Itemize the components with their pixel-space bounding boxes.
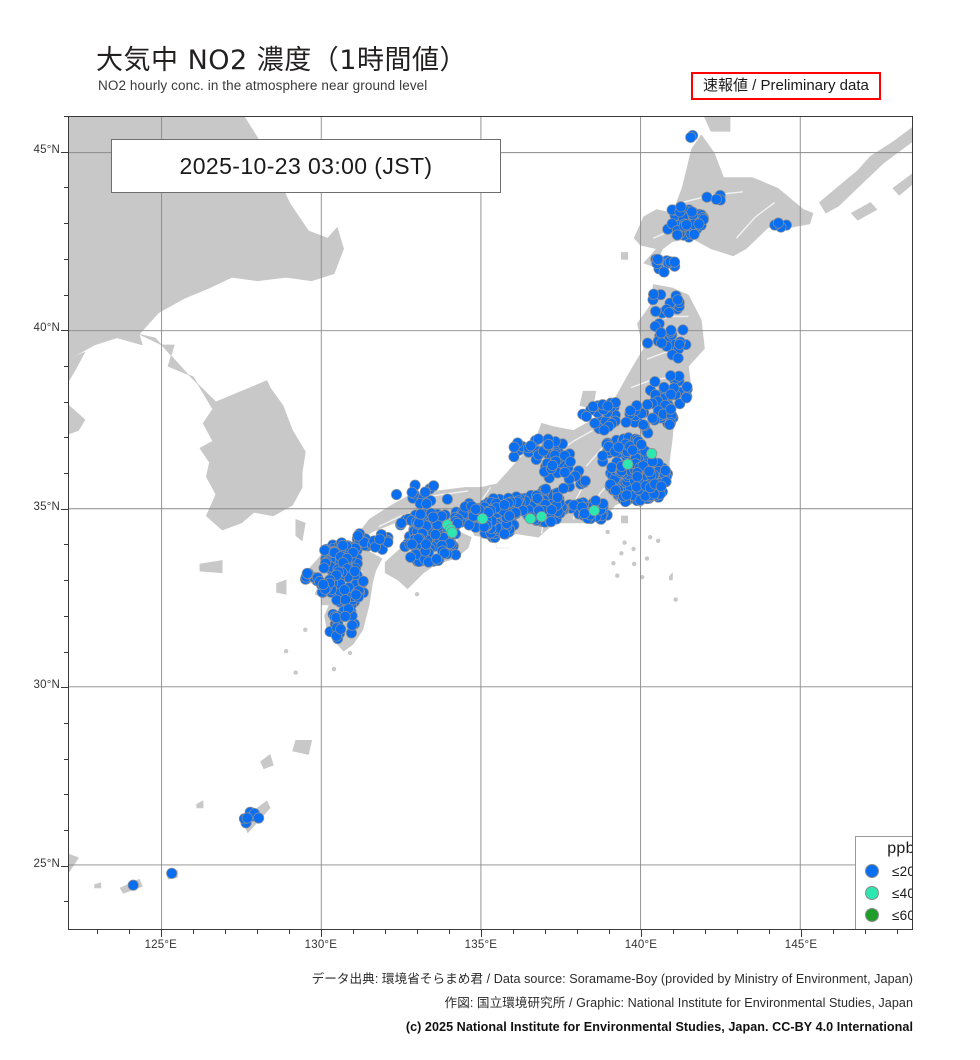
y-axis-minor-tick-33 (64, 580, 68, 582)
x-axis-minor-tick-137 (544, 930, 546, 934)
y-axis-tick-40: 40°N (33, 322, 60, 335)
legend-panel: ppb ≤20 ≤40 ≤60 ≤100 ≤200 ≤500 (855, 836, 913, 931)
legend-swatch-40-icon (865, 886, 879, 900)
legend-item-40[interactable]: ≤40 (856, 882, 913, 904)
x-axis-minor-tick-123 (96, 930, 98, 934)
y-axis-tickmark-35 (61, 508, 68, 510)
footer-data-source: データ出典: 環境省そらまめ君 / Data source: Soramame-… (311, 972, 913, 986)
y-axis-minor-tick-42 (64, 258, 68, 260)
y-axis-tick-30: 30°N (33, 679, 60, 692)
x-axis-tick-140: 140°E (624, 939, 658, 951)
y-axis-tickmark-25 (61, 865, 68, 867)
y-axis-minor-tick-39 (64, 365, 68, 367)
x-axis-tickmark-140 (640, 930, 642, 937)
x-axis-minor-tick-148 (897, 930, 898, 934)
x-axis-minor-tick-126 (192, 930, 194, 934)
footer-graphic-credit: 作図: 国立環境研究所 / Graphic: National Institut… (444, 996, 913, 1010)
x-axis-minor-tick-136 (512, 930, 514, 934)
map-plot-area[interactable]: 2025-10-23 03:00 (JST) ppb ≤20 ≤40 ≤60 ≤… (68, 116, 913, 930)
x-axis-minor-tick-146 (833, 930, 834, 934)
y-axis-minor-tick-27 (64, 794, 68, 796)
y-axis-minor-tick-28 (64, 758, 68, 760)
x-axis-tick-125: 125°E (144, 939, 178, 951)
x-axis-minor-tick-132 (384, 930, 386, 934)
x-axis-minor-tick-138 (576, 930, 578, 934)
y-axis-minor-tick-46 (64, 116, 68, 117)
legend-title: ppb (887, 840, 913, 857)
x-axis-minor-tick-147 (865, 930, 866, 934)
page-title: 大気中 NO2 濃度（1時間値） (96, 45, 467, 76)
y-axis-minor-tick-38 (64, 401, 68, 403)
legend-item-60[interactable]: ≤60 (856, 904, 913, 926)
y-axis-tickmark-40 (61, 330, 68, 332)
x-axis-minor-tick-141 (672, 930, 674, 934)
y-axis-tickmark-45 (61, 151, 68, 153)
preliminary-data-badge: 速報値 / Preliminary data (691, 72, 881, 101)
page-subtitle: NO2 hourly conc. in the atmosphere near … (98, 78, 428, 93)
y-axis-minor-tick-44 (64, 187, 68, 189)
x-axis-minor-tick-142 (705, 930, 706, 934)
y-axis-minor-tick-29 (64, 722, 68, 724)
x-axis-tick-130: 130°E (304, 939, 338, 951)
map-canvas (69, 117, 912, 929)
legend-swatch-60-icon (865, 908, 879, 922)
y-axis-minor-tick-43 (64, 223, 68, 225)
y-axis-minor-tick-24 (64, 901, 68, 903)
y-axis-minor-tick-41 (64, 294, 68, 296)
x-axis-minor-tick-143 (737, 930, 738, 934)
footer-copyright: (c) 2025 National Institute for Environm… (405, 1020, 913, 1034)
y-axis-tick-45: 45°N (33, 143, 60, 156)
x-axis-tick-135: 135°E (464, 939, 498, 951)
x-axis-minor-tick-133 (416, 930, 418, 934)
y-axis-minor-tick-34 (64, 544, 68, 546)
y-axis-minor-tick-26 (64, 830, 68, 831)
x-axis-minor-tick-127 (224, 930, 226, 934)
x-axis-minor-tick-129 (288, 930, 290, 934)
y-axis-minor-tick-37 (64, 437, 68, 439)
legend-label-60: ≤60 (892, 907, 913, 923)
x-axis-tickmark-125 (160, 930, 162, 937)
legend-label-40: ≤40 (892, 885, 913, 901)
legend-label-100: ≤100 (892, 930, 913, 931)
x-axis-minor-tick-131 (352, 930, 354, 934)
legend-swatch-20-icon (865, 864, 879, 878)
x-axis-minor-tick-128 (256, 930, 258, 934)
x-axis-minor-tick-124 (128, 930, 130, 934)
y-axis-tick-35: 35°N (33, 500, 60, 513)
y-axis-minor-tick-32 (64, 615, 68, 617)
timestamp-box: 2025-10-23 03:00 (JST) (111, 139, 501, 193)
x-axis-minor-tick-144 (769, 930, 770, 934)
legend-label-20: ≤20 (892, 863, 913, 879)
y-axis-tickmark-30 (61, 687, 68, 689)
x-axis-minor-tick-139 (608, 930, 610, 934)
x-axis-minor-tick-134 (448, 930, 450, 934)
x-axis-tickmark-130 (320, 930, 322, 937)
y-axis-tick-25: 25°N (33, 857, 60, 870)
y-axis-minor-tick-31 (64, 651, 68, 653)
y-axis-minor-tick-36 (64, 473, 68, 474)
x-axis-tickmark-135 (480, 930, 482, 937)
x-axis-tickmark-145 (801, 930, 802, 937)
legend-item-20[interactable]: ≤20 (856, 860, 913, 882)
x-axis-tick-145: 145°E (784, 939, 818, 951)
